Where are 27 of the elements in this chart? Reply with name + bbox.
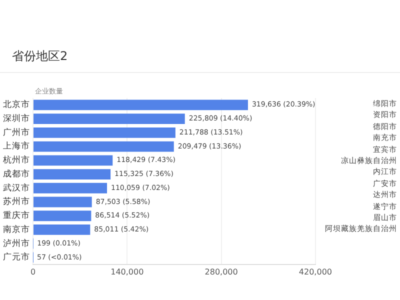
y-tick-label: 南京市 bbox=[3, 224, 30, 235]
x-tick-label: 0 bbox=[30, 267, 36, 276]
y-tick-label: 深圳市 bbox=[3, 113, 30, 124]
bar bbox=[34, 114, 185, 124]
x-tick-label: 280,000 bbox=[204, 267, 238, 276]
x-tick-label: 420,000 bbox=[298, 267, 332, 276]
bar bbox=[34, 169, 111, 180]
y-tick-label: 广州市 bbox=[3, 126, 30, 138]
y-tick-label: 重庆市 bbox=[3, 210, 30, 222]
bar bbox=[34, 141, 174, 152]
bar bbox=[34, 196, 92, 208]
bar bbox=[34, 100, 248, 110]
chart-title: 省份地区2 bbox=[12, 48, 68, 65]
y-tick-label: 武汉市 bbox=[3, 182, 30, 194]
y-tick-label: 广元市 bbox=[3, 252, 30, 263]
y-tick-label: 杭州市 bbox=[2, 154, 30, 166]
y-tick-label: 成都市 bbox=[3, 168, 30, 180]
bar bbox=[34, 210, 92, 222]
bar bbox=[34, 155, 113, 166]
y-tick-label: 泸州市 bbox=[3, 238, 30, 249]
bar bbox=[34, 224, 90, 235]
y-tick-label: 北京市 bbox=[3, 99, 30, 110]
bar bbox=[34, 182, 108, 194]
bar bbox=[34, 127, 176, 138]
y-tick-label: 苏州市 bbox=[3, 196, 30, 208]
x-tick-label: 140,000 bbox=[110, 267, 144, 276]
y-tick-label: 上海市 bbox=[3, 140, 30, 152]
